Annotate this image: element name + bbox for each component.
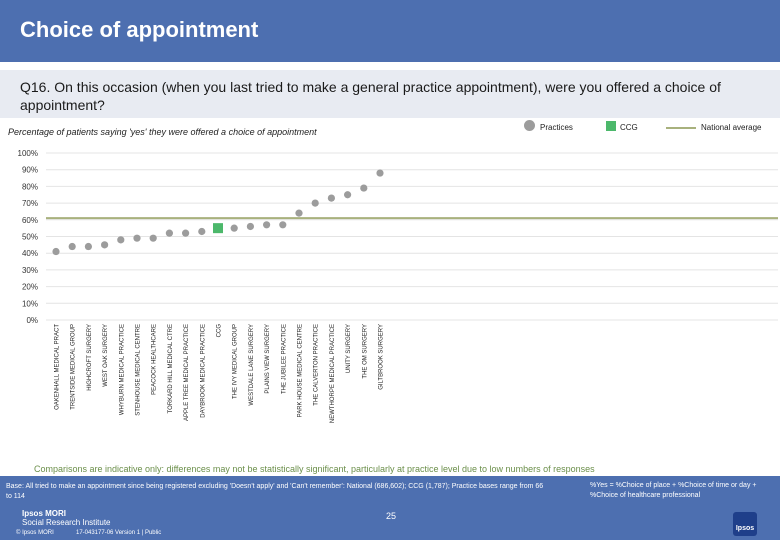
x-category-label: THE CALVERTON PRACTICE: [314, 324, 320, 406]
x-category-label: PARK HOUSE MEDICAL CENTRE: [298, 324, 304, 417]
legend-practices-label: Practices: [540, 123, 573, 132]
x-category-label: THE JUBILEE PRACTICE: [281, 324, 287, 394]
x-category-label: UNITY SURGERY: [346, 324, 352, 373]
yes-definition: %Yes = %Choice of place + %Choice of tim…: [590, 482, 757, 499]
practice-point: [198, 227, 206, 236]
x-category-label: PLAINS VIEW SURGERY: [265, 324, 271, 394]
x-category-label: TRENTSIDE MEDICAL GROUP: [71, 324, 77, 410]
practice-point: [117, 236, 125, 244]
y-tick-label: 50%: [22, 233, 38, 242]
y-tick-label: 80%: [22, 182, 38, 191]
base-note: Base: All tried to make an appointment s…: [6, 483, 544, 500]
ipsos-mori-logo: Ipsos MORI Social Research Institute: [22, 509, 111, 527]
x-category-label: THE IVY MEDICAL GROUP: [233, 324, 239, 399]
practice-point: [165, 229, 173, 237]
logo-line-2: Social Research Institute: [22, 518, 111, 527]
legend-ccg-marker: [606, 121, 616, 131]
comparison-note: Comparisons are indicative only: differe…: [34, 464, 595, 474]
practice-point: [360, 184, 368, 192]
y-tick-label: 20%: [22, 283, 38, 292]
footer-bar: Base: All tried to make an appointment s…: [0, 476, 780, 540]
y-tick-label: 70%: [22, 199, 38, 208]
practice-point: [230, 224, 238, 232]
page-number: 25: [386, 511, 397, 521]
y-tick-label: 100%: [18, 149, 38, 158]
practice-point: [52, 247, 60, 256]
practice-point: [376, 169, 384, 177]
x-category-label: WHYBURN MEDICAL PRACTICE: [119, 324, 125, 415]
practice-point: [84, 242, 92, 251]
x-category-label: STENHOUSE MEDICAL CENTRE: [136, 324, 142, 416]
legend-ccg-label: CCG: [620, 123, 638, 132]
x-category-label: THE OM SURGERY: [362, 324, 368, 379]
practice-point: [295, 209, 303, 217]
x-category-label: OAKENHALL MEDICAL PRACT: [55, 324, 61, 410]
practice-point: [311, 199, 319, 207]
practice-point: [263, 221, 271, 229]
y-tick-label: 60%: [22, 216, 38, 225]
y-tick-label: 40%: [22, 249, 38, 258]
page-title: Choice of appointment: [20, 17, 259, 42]
x-category-label: HIGHCROFT SURGERY: [87, 324, 93, 391]
y-tick-label: 0%: [26, 316, 38, 325]
job-number: 17-043177-06 Version 1 | Public: [76, 530, 162, 536]
logo-line-1: Ipsos MORI: [22, 509, 67, 518]
chart-subtitle: Percentage of patients saying 'yes' they…: [8, 127, 317, 137]
header-bar: Choice of appointment: [0, 0, 780, 62]
chart: 0% 10% 20% 30% 40% 50% 60% 70% 80% 90% 100% OAKENHA…: [18, 149, 778, 423]
practice-point: [279, 221, 287, 229]
practice-point: [182, 229, 190, 237]
x-category-label: PEACOCK HEALTHCARE: [152, 324, 158, 395]
practice-point: [133, 234, 141, 242]
y-tick-label: 90%: [22, 166, 38, 175]
question-text: Q16. On this occasion (when you last tri…: [20, 79, 721, 113]
ipsos-badge: Ipsos: [733, 512, 757, 536]
practice-point: [327, 194, 335, 202]
copyright: © Ipsos MORI: [16, 530, 54, 536]
x-category-label: TORKARD HILL MEDICAL CTRE: [168, 324, 174, 413]
x-category-label: DAYBROOK MEDICAL PRACTICE: [200, 324, 206, 418]
x-category-label: NEWTHORPE MEDICAL PRACTICE: [330, 324, 336, 423]
y-tick-label: 30%: [22, 266, 38, 275]
legend-national-label: National average: [701, 123, 762, 132]
practice-point: [344, 191, 352, 199]
practice-point: [68, 242, 76, 251]
x-category-label: GILTBROOK SURGERY: [379, 324, 385, 390]
x-category-label: WESTDALE LANE SURGERY: [249, 324, 255, 406]
question-box: Q16. On this occasion (when you last tri…: [0, 70, 780, 118]
x-category-label: APPLE TREE MEDICAL PRACTICE: [184, 324, 190, 421]
practice-point: [246, 222, 254, 231]
legend-national-marker: [666, 127, 696, 129]
practice-point: [149, 234, 157, 242]
y-tick-label: 10%: [22, 299, 38, 308]
x-category-label: CCG: [217, 324, 223, 338]
practice-point: [101, 241, 109, 249]
x-category-label: WEST OAK SURGERY: [103, 324, 109, 387]
legend-practice-marker: [524, 120, 535, 131]
ccg-point: [213, 223, 223, 234]
